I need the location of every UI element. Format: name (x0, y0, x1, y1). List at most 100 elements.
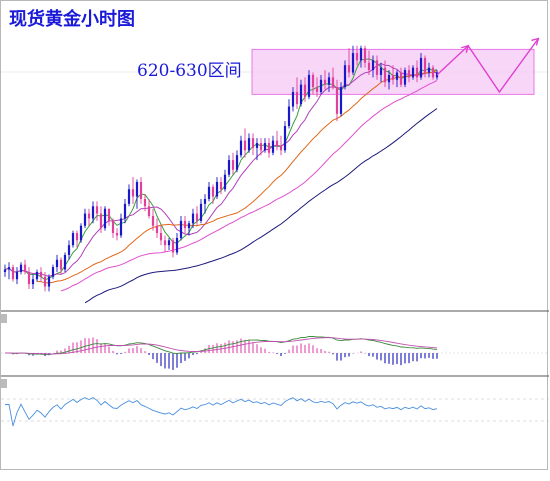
candle-body (363, 48, 367, 63)
candle (343, 60, 347, 90)
candle-body (395, 72, 399, 80)
candle (203, 194, 207, 214)
candle (427, 62, 431, 78)
candle (179, 216, 183, 241)
candle-body (215, 181, 219, 197)
candle (387, 70, 391, 90)
candle (7, 262, 11, 280)
chart-frame: 现货黄金小时图 620-630区间 (0, 0, 549, 470)
rsi-label-mark (1, 379, 7, 388)
candle-body (275, 140, 279, 146)
candle-body (115, 233, 119, 236)
candle-body (47, 276, 51, 287)
chart-title: 现货黄金小时图 (9, 8, 135, 30)
candle-body (427, 67, 431, 73)
candle (379, 62, 383, 83)
candle (327, 72, 331, 92)
candle (295, 77, 299, 109)
candle-body (347, 65, 351, 73)
candle (307, 70, 311, 100)
candle (271, 135, 275, 156)
candle-body (283, 126, 287, 151)
candle-body (223, 174, 227, 190)
candle-body (59, 259, 63, 270)
candle-body (3, 269, 7, 272)
candle (131, 177, 135, 204)
candle-body (43, 276, 47, 287)
candle-body (127, 189, 131, 204)
candle (223, 169, 227, 192)
projection-arrowhead (461, 44, 470, 53)
candle-body (195, 213, 199, 221)
candle-body (15, 271, 19, 280)
candle (199, 198, 203, 224)
candle (259, 138, 263, 156)
candle (263, 138, 267, 153)
candle-body (19, 264, 23, 272)
candle-body (399, 72, 403, 85)
candle-body (63, 254, 67, 270)
candle-body (431, 67, 435, 78)
candle-body (383, 67, 387, 83)
candle (79, 223, 83, 243)
candle (151, 208, 155, 231)
candle-body (67, 245, 71, 255)
candle (331, 67, 335, 90)
candle-body (307, 74, 311, 97)
candle-body (371, 60, 375, 71)
candle (235, 150, 239, 173)
candle (143, 194, 147, 212)
candle-body (259, 143, 263, 151)
candle-body (7, 267, 11, 270)
candle-body (403, 70, 407, 85)
candle-body (411, 67, 415, 78)
candle-body (375, 60, 379, 75)
candle-body (343, 65, 347, 88)
candle-body (191, 213, 195, 224)
candle-body (367, 62, 371, 71)
candle-body (255, 143, 259, 148)
candle-body (151, 216, 155, 226)
candle-body (199, 203, 203, 221)
candle-body (235, 155, 239, 170)
candle (311, 72, 315, 95)
candle-body (267, 143, 271, 153)
candle-body (211, 186, 215, 197)
candle (355, 45, 359, 66)
candle (135, 179, 139, 209)
candle-body (239, 140, 243, 156)
candle (43, 271, 47, 292)
candle (11, 264, 15, 282)
candle (431, 65, 435, 80)
candle (83, 208, 87, 229)
candle (127, 184, 131, 207)
candle-body (139, 181, 143, 199)
candle (335, 79, 339, 122)
candle (367, 50, 371, 75)
candle (183, 216, 187, 234)
signal-line (5, 337, 438, 355)
candle-body (359, 48, 363, 61)
candle (195, 206, 199, 226)
candle-body (31, 279, 35, 285)
candle-body (295, 91, 299, 105)
candle (159, 225, 163, 246)
candle-body (123, 203, 127, 219)
candle-body (207, 186, 211, 199)
candle (319, 74, 323, 95)
candle-body (419, 57, 423, 78)
candle-body (183, 220, 187, 229)
candle (383, 60, 387, 88)
candle-body (247, 138, 251, 151)
candle (419, 53, 423, 80)
candle (435, 70, 439, 80)
candle-body (227, 160, 231, 175)
candle-body (271, 140, 275, 153)
candle-body (407, 70, 411, 78)
candle-body (435, 72, 439, 78)
candle-body (171, 240, 175, 253)
rsi-panel (1, 375, 549, 427)
macd-label-mark (1, 314, 7, 323)
candle-body (299, 84, 303, 105)
rsi-line (5, 397, 438, 427)
